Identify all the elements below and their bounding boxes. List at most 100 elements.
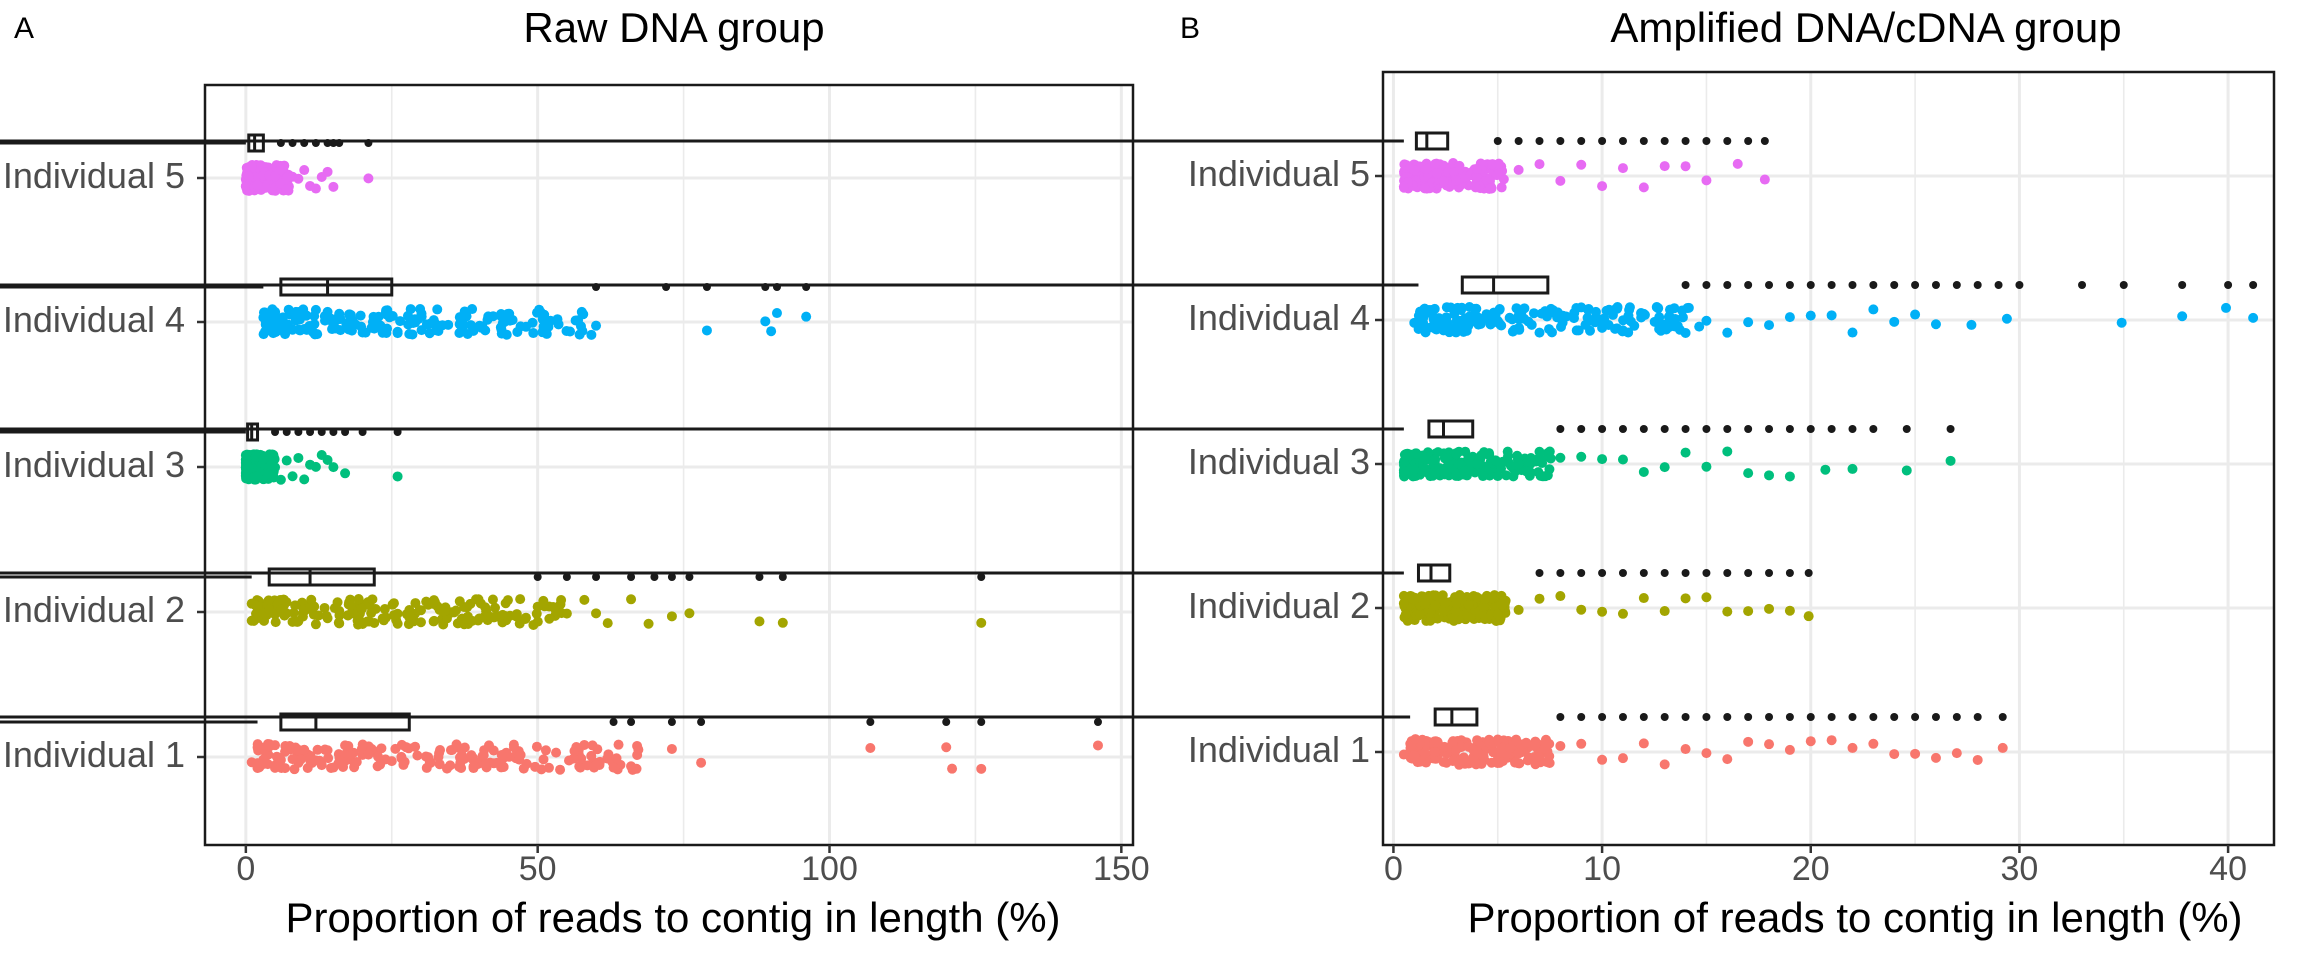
data-point	[1555, 175, 1566, 186]
data-point	[357, 618, 368, 629]
outlier-point	[1931, 281, 1940, 289]
x-tick-label: 40	[2209, 850, 2247, 888]
data-point	[1597, 181, 1608, 192]
data-point	[445, 760, 456, 771]
data-point	[396, 751, 407, 762]
outlier-point	[667, 573, 676, 581]
data-point	[322, 455, 333, 466]
data-point	[357, 739, 368, 750]
data-point	[1534, 446, 1545, 457]
data-point	[1438, 176, 1449, 187]
data-point	[1805, 736, 1816, 747]
data-point	[1513, 310, 1524, 321]
data-point	[1438, 325, 1449, 336]
data-point	[1400, 609, 1411, 620]
data-point	[1530, 739, 1541, 750]
data-point	[536, 764, 547, 775]
data-point	[632, 749, 643, 760]
data-point	[1430, 590, 1441, 601]
data-point	[2177, 311, 2188, 322]
data-point	[1546, 327, 1557, 338]
data-point	[1743, 317, 1754, 328]
x-tick-label: 20	[1792, 850, 1830, 888]
data-point	[1945, 455, 1956, 466]
data-point	[1399, 465, 1410, 476]
data-point	[258, 453, 269, 464]
data-point	[287, 324, 298, 335]
data-point	[1430, 454, 1441, 465]
data-point	[1430, 747, 1441, 758]
data-point	[1649, 316, 1660, 327]
data-point	[1743, 736, 1754, 747]
outlier-point	[1723, 137, 1732, 145]
data-point	[591, 608, 602, 619]
data-point	[1419, 748, 1430, 759]
data-point	[452, 618, 463, 629]
panel-b-title: Amplified DNA/cDNA group	[1610, 4, 2121, 51]
data-point	[1492, 169, 1503, 180]
outlier-point	[650, 573, 659, 581]
data-point	[252, 742, 263, 753]
data-point	[1617, 608, 1628, 619]
data-point	[537, 314, 548, 325]
data-point	[334, 610, 345, 621]
data-point	[1484, 450, 1495, 461]
y-tick-label: Individual 2	[3, 589, 185, 630]
box	[1414, 131, 1450, 151]
data-point	[395, 316, 406, 327]
outlier-point	[1973, 281, 1982, 289]
data-point	[1409, 464, 1420, 475]
outlier-point	[1514, 137, 1523, 145]
series-5-group	[0, 131, 1770, 194]
outlier-point	[1556, 425, 1565, 433]
data-point	[451, 739, 462, 750]
data-point	[1438, 757, 1449, 768]
data-point	[1467, 451, 1478, 462]
data-point	[1617, 454, 1628, 465]
data-point	[309, 329, 320, 340]
data-point	[1826, 310, 1837, 321]
data-point	[240, 181, 251, 192]
data-point	[357, 327, 368, 338]
data-point	[1409, 165, 1420, 176]
outlier-point	[1660, 425, 1669, 433]
data-point	[613, 739, 624, 750]
data-point	[281, 184, 292, 195]
data-point	[1451, 327, 1462, 338]
data-point	[511, 611, 522, 622]
data-point	[1433, 313, 1444, 324]
outlier-point	[533, 573, 542, 581]
data-point	[390, 743, 401, 754]
data-point	[1536, 454, 1547, 465]
data-point	[1910, 748, 1921, 759]
outlier-point	[1744, 137, 1753, 145]
data-point	[468, 325, 479, 336]
data-point	[322, 306, 333, 317]
data-point	[346, 325, 357, 336]
data-point	[355, 310, 366, 321]
outlier-point	[1785, 713, 1794, 721]
data-point	[632, 740, 643, 751]
data-point	[1629, 320, 1640, 331]
data-point	[376, 743, 387, 754]
data-point	[1521, 466, 1532, 477]
data-point	[252, 601, 263, 612]
y-tick-label: Individual 3	[1188, 441, 1370, 482]
data-point	[1784, 471, 1795, 482]
data-point	[1399, 449, 1410, 460]
data-point	[1491, 456, 1502, 467]
data-point	[293, 173, 304, 184]
outlier-point	[1639, 425, 1648, 433]
data-point	[1638, 738, 1649, 749]
outlier-point	[1827, 713, 1836, 721]
data-point	[404, 328, 415, 339]
data-point	[243, 463, 254, 474]
data-point	[540, 745, 551, 756]
series-3-group	[0, 419, 1956, 482]
data-point	[1680, 327, 1691, 338]
data-point	[392, 471, 403, 482]
data-point	[1438, 466, 1449, 477]
data-point	[1478, 601, 1489, 612]
data-point	[1573, 325, 1584, 336]
data-point	[1441, 312, 1452, 323]
